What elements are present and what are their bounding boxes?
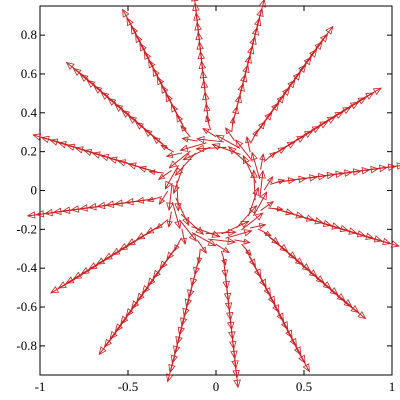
- vector-arrow: [241, 243, 252, 257]
- vector-arrow: [257, 228, 272, 237]
- x-tick-label: 0.5: [296, 379, 312, 394]
- vector-arrow: [234, 238, 251, 245]
- vector-arrow: [245, 136, 252, 153]
- vector-arrow: [65, 61, 89, 80]
- vector-arrow: [225, 229, 253, 239]
- vector-arrow: [160, 144, 175, 153]
- vector-arrow: [229, 116, 236, 133]
- vector-arrow: [233, 359, 241, 389]
- vector-arrow: [98, 332, 117, 356]
- vector-arrow: [227, 146, 252, 168]
- vector-arrow: [221, 220, 250, 235]
- vector-arrow: [174, 152, 196, 177]
- vector-arrow: [249, 222, 267, 229]
- plot-frame: [39, 5, 393, 376]
- y-tick-label: 0.6: [21, 66, 38, 81]
- plot-axes: -1 -0.5 0 0.5 1 -0.8 -0.6 -0.4 -0.2 0 0.2 0.4 0.6 0.8: [16, 5, 396, 394]
- vector-arrow: [168, 150, 191, 169]
- vector-arrow: [215, 243, 230, 254]
- vector-arrow: [26, 211, 56, 219]
- vector-arrow: [165, 152, 183, 159]
- vector-arrow: [225, 127, 235, 142]
- vector-arrow: [236, 204, 258, 229]
- vector-arrow: [171, 202, 182, 230]
- vector-arrow: [241, 212, 264, 231]
- vector-arrow: [179, 142, 207, 152]
- vector-arrow: [165, 354, 176, 383]
- vector-arrow: [208, 237, 237, 246]
- y-tick-label: 0.8: [21, 27, 37, 42]
- vector-arrow: [231, 105, 239, 125]
- y-tick-label: 0: [31, 183, 38, 198]
- vector-arrow: [215, 134, 241, 149]
- vector-arrow: [50, 278, 76, 294]
- x-tick-label: -0.5: [118, 379, 139, 394]
- vector-arrow: [250, 151, 261, 179]
- vector-arrow: [343, 301, 367, 320]
- vector-arrow: [260, 201, 275, 211]
- vector-arrow: [196, 248, 203, 265]
- vector-arrow: [193, 256, 201, 276]
- y-tick-label: 0.4: [21, 105, 38, 120]
- vector-arrow: [235, 139, 254, 162]
- y-tick-label: -0.4: [16, 260, 37, 275]
- vector-arrow: [182, 146, 211, 161]
- vector-arrow: [191, 226, 221, 238]
- vector-arrow: [158, 190, 169, 205]
- vector-arrow: [166, 211, 173, 228]
- y-tick-label: 0.2: [21, 144, 37, 159]
- vector-arrow: [263, 176, 274, 191]
- vector-arrow: [315, 25, 334, 49]
- vector-arrow: [197, 239, 207, 254]
- vector-arrow: [295, 347, 310, 373]
- y-tick-label: -0.8: [16, 338, 37, 353]
- vector-arrow: [180, 124, 191, 138]
- vector-arrow: [259, 153, 266, 170]
- vector-arrow: [195, 135, 224, 144]
- vector-arrow: [174, 237, 182, 252]
- vector-arrows: [26, 0, 400, 389]
- vector-arrow: [180, 228, 187, 245]
- vector-arrow: [233, 94, 242, 118]
- vector-arrow: [356, 87, 382, 103]
- y-tick-label: -0.6: [16, 299, 37, 314]
- vector-arrow: [247, 186, 260, 217]
- x-tick-label: -1: [35, 379, 46, 394]
- vector-arrow: [372, 238, 400, 248]
- vector-arrow: [190, 263, 199, 287]
- vector-arrow: [180, 213, 205, 235]
- vector-arrow: [253, 191, 268, 217]
- vector-arrow: [32, 133, 60, 143]
- vector-arrow: [202, 127, 217, 138]
- vector-arrow: [191, 0, 199, 22]
- vector-arrow: [157, 170, 172, 180]
- y-tick-label: -0.2: [16, 221, 37, 236]
- vector-arrow: [164, 164, 179, 190]
- vector-arrow: [205, 228, 237, 237]
- x-tick-label: 1: [389, 379, 396, 394]
- vector-arrow: [172, 164, 185, 195]
- vector-arrow: [250, 129, 258, 144]
- vector-arrow: [122, 8, 137, 34]
- vector-arrow: [195, 144, 227, 153]
- vector-arrow: [166, 183, 174, 212]
- x-tick-label: 0: [213, 379, 220, 394]
- vector-arrow: [181, 136, 198, 143]
- vector-arrow: [191, 232, 217, 247]
- vector-arrow: [258, 169, 266, 198]
- vector-arrow: [211, 143, 241, 155]
- vector-arrow: [178, 219, 197, 242]
- vector-arrow: [256, 0, 267, 27]
